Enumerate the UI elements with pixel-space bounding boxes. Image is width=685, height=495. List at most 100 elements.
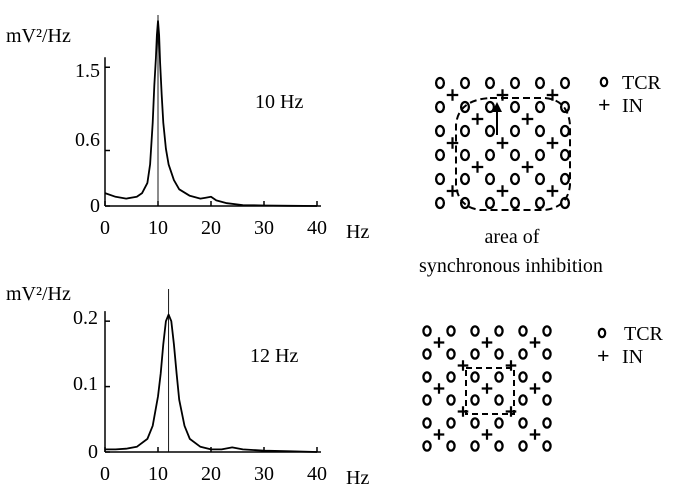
peak-frequency-label: 10 Hz: [255, 91, 303, 113]
tcr-neuron-icon: [509, 172, 521, 186]
legend: TCR + IN: [597, 323, 664, 368]
tcr-neuron-icon: [542, 394, 552, 406]
tcr-neuron-icon: [422, 440, 432, 452]
y-tick-label: 0.2: [73, 307, 98, 329]
tcr-neuron-icon: [509, 148, 521, 162]
diagram-caption: area of: [485, 226, 540, 248]
tcr-neuron-icon: [446, 348, 456, 360]
tcr-neuron-icon: [470, 348, 480, 360]
x-tick-label: 30: [254, 463, 274, 485]
tcr-neuron-icon: [494, 417, 504, 429]
in-neuron-icon: [546, 185, 559, 197]
x-tick-label: 40: [307, 463, 327, 485]
x-tick-label: 10: [148, 463, 168, 485]
in-neuron-icon: [505, 360, 517, 371]
series-line: [104, 20, 318, 207]
tcr-neuron-icon: [518, 348, 528, 360]
tcr-neuron-icon: [446, 440, 456, 452]
tcr-neuron-icon: [484, 148, 496, 162]
x-tick-label: 40: [307, 217, 327, 239]
tcr-neuron-icon: [534, 148, 546, 162]
tcr-neuron-icon: [509, 124, 521, 138]
y-tick-label: 1.5: [75, 60, 100, 82]
tcr-neuron-icon: [470, 440, 480, 452]
inhibition-area-outline: [465, 367, 515, 415]
tcr-neuron-icon: [542, 417, 552, 429]
in-neuron-icon: [471, 113, 484, 125]
tcr-neuron-icon: [559, 148, 571, 162]
tcr-neuron-icon: [446, 371, 456, 383]
legend: TCR + IN: [598, 72, 662, 117]
tcr-neuron-icon: [518, 394, 528, 406]
tcr-neuron-icon: [534, 76, 546, 90]
x-axis-label: Hz: [346, 467, 369, 489]
in-neuron-icon: [496, 137, 509, 149]
tcr-neuron-icon: [422, 394, 432, 406]
in-neuron-icon: [521, 113, 534, 125]
tcr-neuron-icon: [446, 394, 456, 406]
tcr-neuron-icon: [534, 124, 546, 138]
in-neuron-icon: [446, 137, 459, 149]
tcr-legend-icon: [597, 327, 607, 339]
tcr-neuron-icon: [434, 76, 446, 90]
y-axis-label: mV²/Hz: [6, 25, 71, 47]
tcr-neuron-icon: [459, 172, 471, 186]
x-tick-labels: 0 10 20 30 40: [100, 217, 327, 239]
in-neuron-icon: [433, 337, 445, 348]
tcr-neuron-icon: [509, 100, 521, 114]
in-neuron-icon: [433, 429, 445, 440]
x-tick-label: 0: [100, 463, 110, 485]
tcr-neuron-icon: [509, 196, 521, 210]
y-axis-label: mV²/Hz: [6, 283, 71, 305]
tcr-neuron-icon: [422, 325, 432, 337]
tcr-neuron-icon: [494, 348, 504, 360]
tcr-neuron-icon: [434, 196, 446, 210]
tcr-neuron-icon: [484, 124, 496, 138]
x-tick-label: 20: [201, 463, 221, 485]
tcr-neuron-icon: [542, 348, 552, 360]
x-tick-label: 10: [148, 217, 168, 239]
in-neuron-icon: [546, 137, 559, 149]
neuron-grid: [434, 76, 571, 210]
tcr-neuron-icon: [446, 417, 456, 429]
tcr-neuron-icon: [470, 394, 480, 406]
tcr-neuron-icon: [446, 325, 456, 337]
tcr-neuron-icon: [559, 100, 571, 114]
in-neuron-icon: [446, 89, 459, 101]
tcr-neuron-icon: [422, 371, 432, 383]
tcr-neuron-icon: [422, 348, 432, 360]
tcr-neuron-icon: [434, 100, 446, 114]
in-neuron-icon: [529, 383, 541, 394]
in-neuron-icon: [457, 360, 469, 371]
tcr-neuron-icon: [494, 440, 504, 452]
plot-area: [104, 289, 321, 453]
peak-frequency-label: 12 Hz: [250, 345, 298, 367]
legend-label-tcr: TCR: [622, 72, 662, 94]
tcr-neuron-icon: [518, 440, 528, 452]
tcr-neuron-icon: [459, 100, 471, 114]
arrow-head-icon: [492, 102, 502, 112]
in-neuron-icon: [481, 383, 493, 394]
tcr-neuron-icon: [559, 172, 571, 186]
tcr-neuron-icon: [542, 325, 552, 337]
spectrum-chart-bottom: mV²/Hz Hz 12 Hz 0 10 20 30 40 0 0.1 0.2: [6, 283, 369, 489]
y-tick-labels: 0 0.6 1.5: [75, 60, 100, 217]
neuron-grid: [422, 325, 552, 452]
tcr-neuron-icon: [459, 196, 471, 210]
tcr-neuron-icon: [434, 124, 446, 138]
inhibition-area-outline: [455, 97, 571, 211]
x-tick-label: 30: [254, 217, 274, 239]
tcr-neuron-icon: [542, 371, 552, 383]
tcr-neuron-icon: [470, 325, 480, 337]
x-axis-label: Hz: [346, 221, 369, 243]
y-tick-label: 0: [90, 195, 100, 217]
in-neuron-icon: [546, 89, 559, 101]
legend-label-in: IN: [622, 95, 643, 117]
tcr-neuron-icon: [459, 148, 471, 162]
spectrum-chart-top: mV²/Hz Hz 10 Hz 0 10 20 30 40 0 0.6 1.5: [6, 15, 369, 243]
tcr-neuron-icon: [459, 124, 471, 138]
tcr-neuron-icon: [484, 196, 496, 210]
tcr-neuron-icon: [559, 124, 571, 138]
in-neuron-icon: [433, 383, 445, 394]
